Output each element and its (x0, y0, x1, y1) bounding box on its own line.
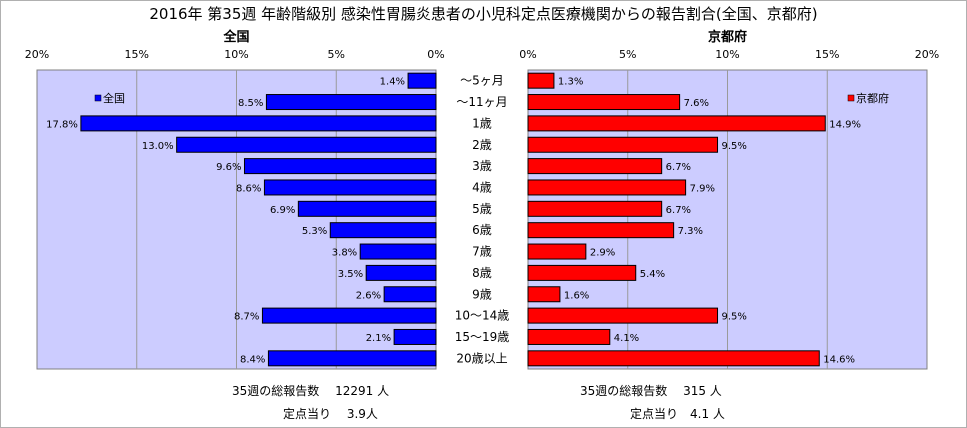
national-total: 35週の総報告数 12291 人 (232, 384, 390, 398)
kyoto-panel-title: 京都府 (708, 29, 747, 45)
category-label: 6歳 (472, 223, 492, 237)
national-data-label: 8.7% (234, 312, 259, 323)
kyoto-data-label: 1.3% (558, 77, 583, 88)
national-data-label: 3.5% (338, 269, 363, 280)
kyoto-data-label: 9.5% (722, 312, 747, 323)
kyoto-bar (527, 243, 587, 260)
national-bar (359, 243, 437, 260)
national-bar (393, 328, 437, 345)
national-data-label: 5.3% (302, 226, 327, 237)
kyoto-data-label: 7.6% (684, 98, 709, 109)
national-legend-swatch (94, 94, 102, 102)
kyoto-bar (527, 328, 611, 345)
kyoto-data-label: 6.7% (666, 205, 691, 216)
national-data-label: 13.0% (142, 141, 174, 152)
national-data-label: 3.8% (332, 248, 357, 259)
national-bar (297, 200, 437, 217)
national-tick-label: 5% (328, 48, 345, 61)
kyoto-data-label: 7.9% (690, 183, 715, 194)
national-bar (176, 136, 437, 153)
kyoto-data-label: 14.9% (829, 119, 861, 130)
national-data-label: 1.4% (380, 77, 405, 88)
national-data-label: 9.6% (216, 162, 241, 173)
kyoto-tick-label: 15% (815, 48, 839, 61)
chart-title: 2016年 第35週 年齢階級別 感染性胃腸炎患者の小児科定点医療機関からの報告… (149, 5, 817, 23)
national-data-label: 8.5% (238, 98, 263, 109)
national-tick-label: 0% (427, 48, 444, 61)
kyoto-tick-label: 10% (715, 48, 739, 61)
kyoto-legend-swatch (847, 94, 855, 102)
category-label: 7歳 (472, 245, 492, 259)
kyoto-legend-label: 京都府 (856, 91, 889, 105)
category-label: 15～19歳 (455, 330, 510, 344)
national-bar (263, 179, 437, 196)
kyoto-per-site: 定点当り 4.1 人 (630, 407, 725, 421)
national-per-site: 定点当り 3.9人 (283, 407, 378, 421)
kyoto-data-label: 2.9% (590, 248, 615, 259)
kyoto-bar (527, 179, 687, 196)
kyoto-bar (527, 264, 637, 281)
category-label: 1歳 (472, 116, 492, 130)
national-bar (265, 94, 437, 111)
category-label: 9歳 (472, 287, 492, 301)
national-bar (80, 115, 437, 132)
category-label: 8歳 (472, 266, 492, 280)
national-bar (407, 72, 437, 89)
kyoto-tick-label: 20% (915, 48, 939, 61)
kyoto-bar (527, 222, 675, 239)
national-tick-label: 20% (25, 48, 49, 61)
category-label: 10～14歳 (455, 309, 510, 323)
category-label: ～11ヶ月 (456, 95, 507, 109)
kyoto-bar (527, 200, 663, 217)
national-legend-label: 全国 (103, 91, 125, 105)
kyoto-bar (527, 286, 561, 303)
national-bar (365, 264, 437, 281)
kyoto-tick-label: 0% (519, 48, 536, 61)
national-data-label: 2.6% (356, 290, 381, 301)
national-bar (267, 350, 437, 367)
national-data-label: 17.8% (46, 119, 78, 130)
kyoto-bar (527, 158, 663, 175)
kyoto-data-label: 5.4% (640, 269, 665, 280)
kyoto-bar (527, 136, 719, 153)
kyoto-bar (527, 307, 719, 324)
category-label: 4歳 (472, 180, 492, 194)
kyoto-data-label: 7.3% (678, 226, 703, 237)
national-data-label: 8.4% (240, 354, 265, 365)
national-data-label: 6.9% (270, 205, 295, 216)
category-label: 20歳以上 (456, 351, 507, 365)
kyoto-data-label: 6.7% (666, 162, 691, 173)
category-label: ～5ヶ月 (460, 74, 504, 88)
kyoto-data-label: 4.1% (614, 333, 639, 344)
kyoto-data-label: 14.6% (823, 354, 855, 365)
kyoto-bar (527, 115, 826, 132)
national-bar (329, 222, 437, 239)
national-tick-label: 15% (125, 48, 149, 61)
national-bar (243, 158, 437, 175)
national-bar (261, 307, 437, 324)
kyoto-bar (527, 350, 820, 367)
national-bar (383, 286, 437, 303)
national-tick-label: 10% (224, 48, 248, 61)
kyoto-bar (527, 94, 681, 111)
category-label: 5歳 (472, 202, 492, 216)
kyoto-data-label: 1.6% (564, 290, 589, 301)
national-data-label: 2.1% (366, 333, 391, 344)
kyoto-bar (527, 72, 555, 89)
kyoto-tick-label: 5% (619, 48, 636, 61)
national-panel-title: 全国 (222, 29, 249, 45)
category-label: 2歳 (472, 138, 492, 152)
kyoto-total: 35週の総報告数 315 人 (580, 384, 722, 398)
kyoto-data-label: 9.5% (722, 141, 747, 152)
national-data-label: 8.6% (236, 183, 261, 194)
category-label: 3歳 (472, 159, 492, 173)
